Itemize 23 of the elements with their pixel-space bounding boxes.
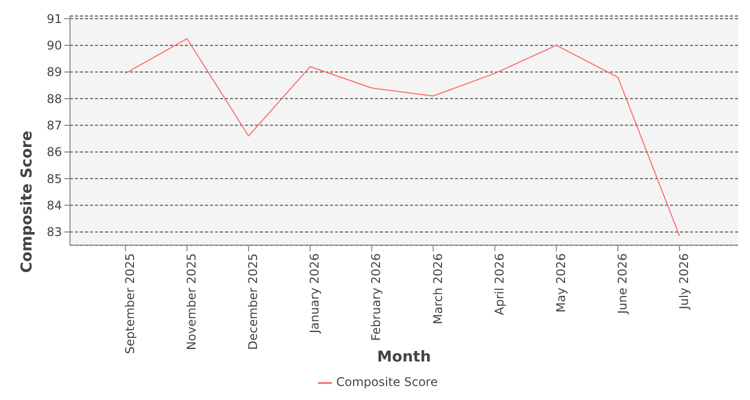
x-tick-label: February 2026 [369, 253, 384, 341]
y-tick-label: 88 [46, 92, 62, 106]
line-series [124, 38, 680, 236]
x-tick-label: January 2026 [308, 253, 322, 334]
x-tick-label: April 2026 [492, 253, 506, 316]
x-tick-label: December 2025 [246, 253, 260, 350]
y-tick-label: 85 [46, 172, 62, 186]
x-tick-label: June 2026 [615, 253, 630, 315]
y-tick-label: 91 [46, 12, 62, 26]
y-tick-label: 87 [46, 118, 62, 133]
y-tick-label: 86 [46, 145, 62, 160]
x-tick-label: May 2026 [554, 253, 568, 312]
x-axis-title: Month [377, 347, 431, 366]
x-tick-label: July 2026 [677, 253, 692, 310]
y-tick-label: 90 [46, 38, 62, 53]
x-tick-label: November 2025 [184, 253, 198, 350]
legend-label: Composite Score [336, 375, 438, 390]
y-tick-label: 89 [46, 65, 62, 80]
y-tick-label: 83 [46, 225, 62, 240]
x-tick-label: September 2025 [122, 253, 137, 354]
x-tick-label: March 2026 [430, 253, 445, 324]
y-tick-label: 84 [46, 198, 62, 213]
y-axis-title: Composite Score [17, 130, 36, 273]
